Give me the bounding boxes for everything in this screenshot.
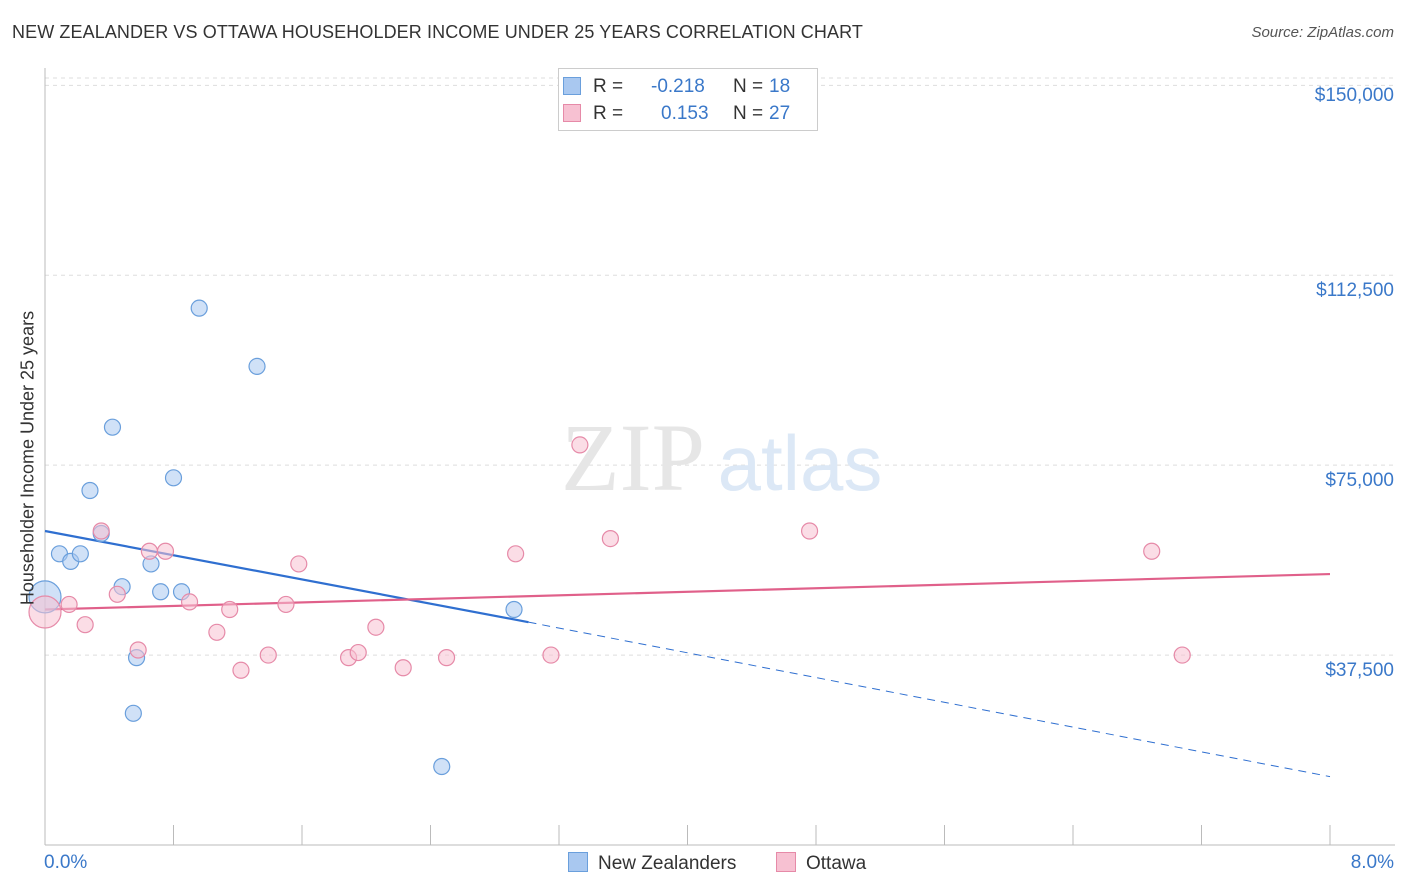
bottom-legend-label: Ottawa xyxy=(806,853,867,874)
ottawa-point-14 xyxy=(290,555,308,573)
ottawa-point-6 xyxy=(140,542,159,560)
trend-line-new-zealanders xyxy=(44,529,529,624)
legend-swatch-ottawa xyxy=(563,104,581,122)
new-zealander-point-15 xyxy=(248,357,266,376)
ottawa-point-4 xyxy=(108,585,126,603)
x-tick-min: 0.0% xyxy=(44,852,88,873)
ottawa-point-26 xyxy=(1173,646,1191,664)
watermark: ZIP atlas xyxy=(561,404,882,511)
legend-n-label: N = xyxy=(733,103,764,124)
ottawa-point-8 xyxy=(180,593,199,611)
x-tick-max: 8.0% xyxy=(1350,852,1394,873)
source-label: Source: ZipAtlas.com xyxy=(1251,24,1394,41)
new-zealander-point-6 xyxy=(103,418,122,436)
correlation-legend: R = -0.218 N = 18 R = 0.153 N = 27 xyxy=(558,68,818,131)
ottawa-point-18 xyxy=(394,659,412,677)
y-axis-label: Householder Income Under 25 years xyxy=(17,310,38,606)
legend-r-label: R = xyxy=(593,103,624,124)
bottom-legend-label: New Zealanders xyxy=(598,853,737,874)
new-zealander-point-14 xyxy=(190,299,208,317)
ottawa-point-2 xyxy=(76,616,94,634)
new-zealander-point-4 xyxy=(81,481,99,500)
ottawa-point-20 xyxy=(507,545,525,563)
legend-n-value: 18 xyxy=(769,76,791,97)
new-zealander-point-3 xyxy=(71,545,89,563)
ottawa-point-1 xyxy=(60,595,78,614)
watermark-atlas: atlas xyxy=(718,419,883,507)
legend-n-label: N = xyxy=(733,76,764,97)
ottawa-point-5 xyxy=(129,641,147,659)
ottawa-point-7 xyxy=(156,542,175,560)
trend-line-ottawa xyxy=(44,572,1331,611)
data-points xyxy=(28,299,1191,776)
y-tick-label-top: $150,000 xyxy=(1314,85,1394,106)
new-zealander-point-17 xyxy=(505,600,523,619)
y-tick-label-1: $75,000 xyxy=(1325,470,1394,492)
legend-r-label: R = xyxy=(593,76,624,97)
ottawa-point-12 xyxy=(259,646,277,664)
new-zealander-point-16 xyxy=(433,757,451,776)
new-zealander-point-8 xyxy=(124,704,142,722)
ottawa-point-9 xyxy=(208,623,226,641)
trend-line-new-zealanders-extension xyxy=(528,621,1331,778)
new-zealander-point-11 xyxy=(152,583,170,601)
legend-r-value: 0.153 xyxy=(661,103,709,124)
legend-n-value: 27 xyxy=(769,103,791,124)
ottawa-point-25 xyxy=(1143,542,1161,560)
y-tick-label-0: $37,500 xyxy=(1325,660,1394,682)
watermark-zip: ZIP xyxy=(561,404,705,511)
new-zealander-point-12 xyxy=(164,469,183,487)
chart-title: NEW ZEALANDER VS OTTAWA HOUSEHOLDER INCO… xyxy=(12,22,863,42)
bottom-legend-new-zealanders: New Zealanders xyxy=(568,852,736,875)
bottom-legend-swatch-new-zealanders xyxy=(568,852,588,872)
ottawa-point-10 xyxy=(221,600,239,619)
ottawa-point-11 xyxy=(232,661,250,679)
legend-r-value: -0.218 xyxy=(651,76,705,97)
ottawa-point-21 xyxy=(542,646,560,664)
ottawa-point-0 xyxy=(28,595,62,629)
ottawa-point-24 xyxy=(800,522,819,540)
ottawa-point-17 xyxy=(367,618,385,636)
bottom-legend-ottawa: Ottawa xyxy=(776,852,866,875)
ottawa-point-16 xyxy=(349,643,367,662)
ottawa-point-23 xyxy=(601,529,620,548)
bottom-legend-swatch-ottawa xyxy=(776,852,796,872)
ottawa-point-22 xyxy=(571,436,589,454)
axes xyxy=(44,68,1395,846)
ottawa-point-19 xyxy=(437,649,456,667)
y-tick-label-2: $112,500 xyxy=(1316,280,1394,302)
ottawa-point-3 xyxy=(92,522,110,540)
trend-lines xyxy=(44,529,1331,778)
legend-swatch-new-zealanders xyxy=(563,77,581,95)
ottawa-point-13 xyxy=(277,595,295,614)
